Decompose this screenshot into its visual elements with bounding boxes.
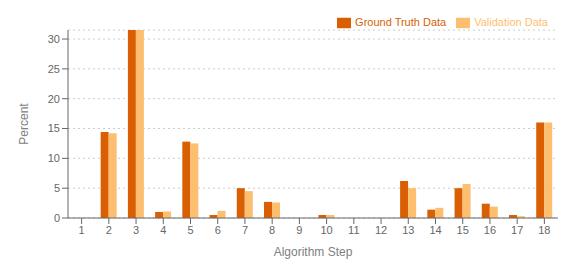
svg-text:8: 8 <box>269 224 275 236</box>
svg-text:15: 15 <box>48 122 60 134</box>
svg-text:12: 12 <box>375 224 387 236</box>
svg-text:1: 1 <box>79 224 85 236</box>
svg-text:Percent: Percent <box>17 103 31 145</box>
svg-text:20: 20 <box>48 93 60 105</box>
svg-text:2: 2 <box>106 224 112 236</box>
svg-text:0: 0 <box>54 212 60 224</box>
svg-text:10: 10 <box>320 224 332 236</box>
svg-text:11: 11 <box>348 224 359 236</box>
svg-text:14: 14 <box>429 224 441 236</box>
svg-text:Algorithm Step: Algorithm Step <box>274 245 353 259</box>
svg-text:18: 18 <box>538 224 550 236</box>
svg-text:6: 6 <box>215 224 221 236</box>
svg-text:16: 16 <box>484 224 496 236</box>
svg-text:4: 4 <box>160 224 166 236</box>
svg-text:13: 13 <box>402 224 414 236</box>
svg-text:30: 30 <box>48 33 60 45</box>
svg-text:7: 7 <box>242 224 248 236</box>
svg-text:5: 5 <box>187 224 193 236</box>
svg-text:25: 25 <box>48 63 60 75</box>
svg-text:5: 5 <box>54 182 60 194</box>
svg-text:15: 15 <box>457 224 469 236</box>
html-text:Ground Truth Data: Ground Truth Data <box>355 16 447 28</box>
svg-text:9: 9 <box>296 224 302 236</box>
svg-text:10: 10 <box>48 152 60 164</box>
svg-text:3: 3 <box>133 224 139 236</box>
svg-text:17: 17 <box>511 224 523 236</box>
html-text:Validation Data: Validation Data <box>474 16 548 28</box>
